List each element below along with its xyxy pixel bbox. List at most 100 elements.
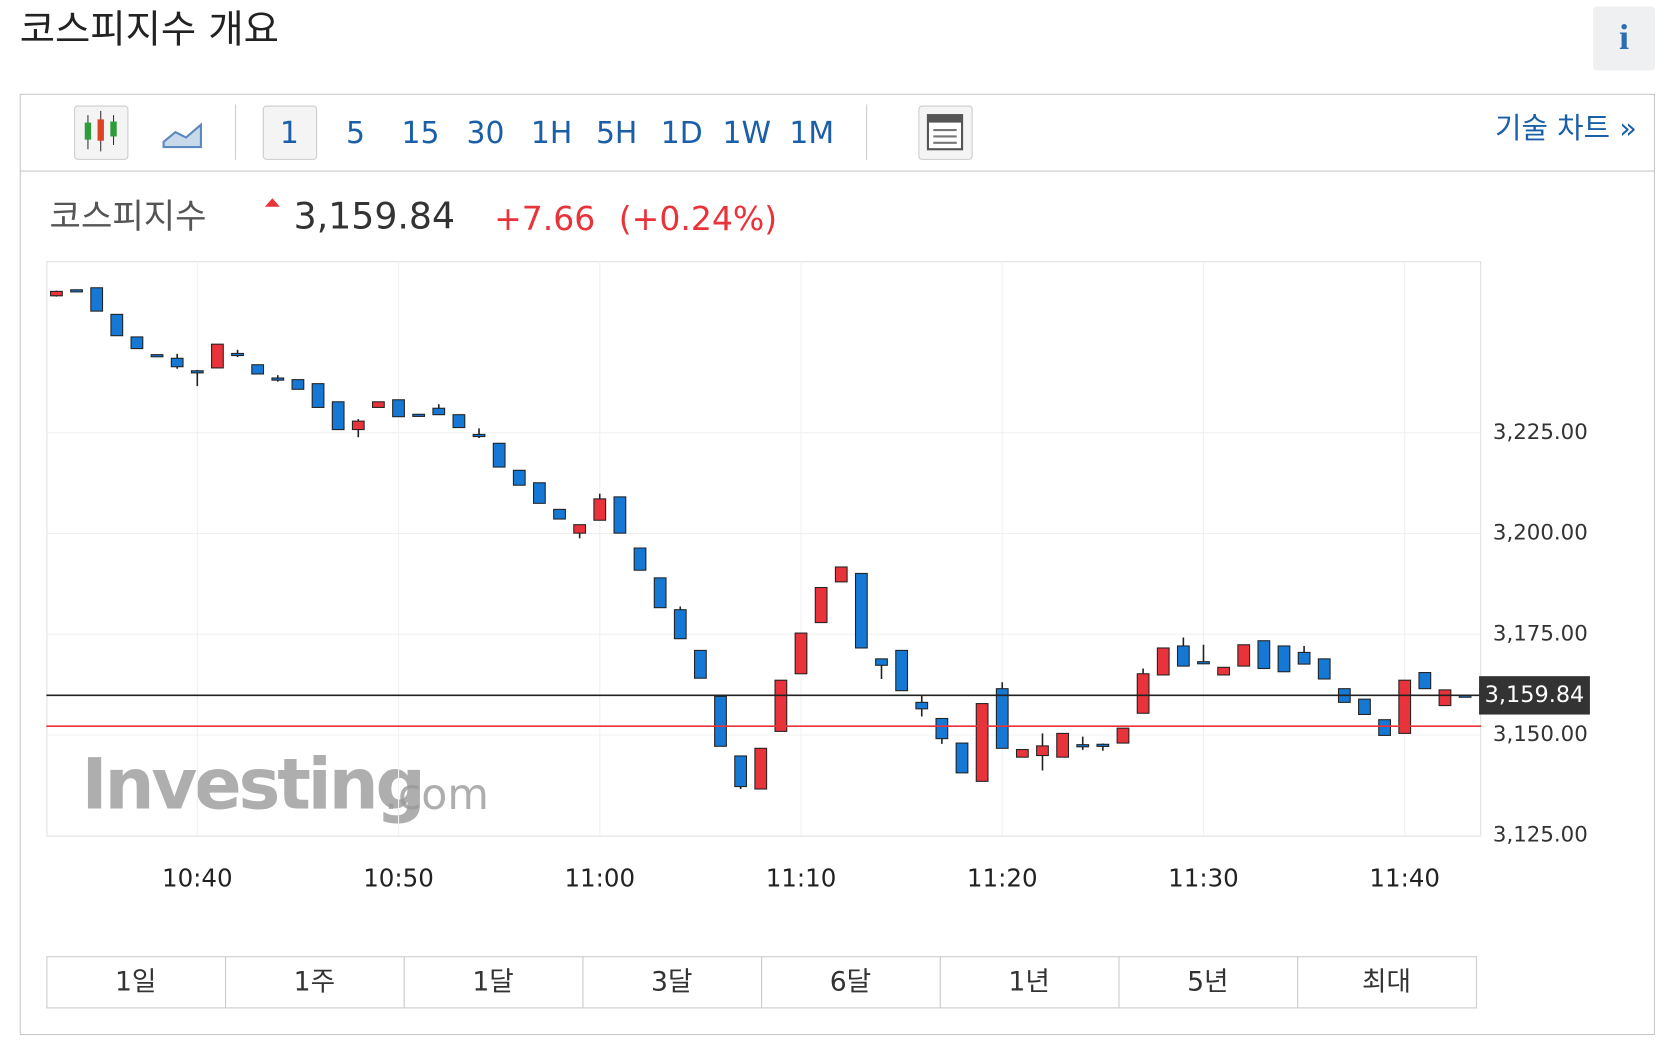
- icon-part: [97, 119, 104, 141]
- candle-body: [1116, 727, 1130, 744]
- candle-body: [1056, 732, 1070, 758]
- candle-body: [70, 289, 83, 293]
- interval-button[interactable]: 1M: [789, 116, 834, 151]
- y-tick-label: 3,175.00: [1493, 621, 1588, 646]
- range-button[interactable]: [403, 956, 584, 1009]
- info-icon[interactable]: i: [1619, 17, 1629, 57]
- candle-body: [1036, 745, 1049, 757]
- range-button[interactable]: [761, 956, 941, 1009]
- interval-active-frame[interactable]: [262, 105, 318, 160]
- range-button[interactable]: [939, 956, 1120, 1009]
- candle-body: [955, 742, 969, 774]
- candle-body: [794, 632, 808, 675]
- range-label[interactable]: 1일: [115, 966, 156, 997]
- interval-button[interactable]: 1D: [661, 116, 703, 151]
- candle-body: [714, 695, 727, 747]
- candle-body: [351, 420, 365, 431]
- candle-body: [1358, 698, 1371, 715]
- candle-body: [432, 407, 446, 416]
- icon-part: [927, 115, 963, 123]
- candle-body: [895, 649, 909, 692]
- candle-body: [1418, 672, 1432, 690]
- watermark-brand: Investing: [82, 743, 423, 825]
- x-tick-label: 11:00: [564, 863, 635, 892]
- candle-body: [553, 508, 566, 520]
- quote-change: +7.66: [494, 199, 595, 238]
- candle-body: [1096, 743, 1110, 747]
- candle-body: [1398, 679, 1412, 734]
- interval-button[interactable]: 1H: [531, 116, 572, 151]
- candle-body: [975, 703, 989, 782]
- range-label[interactable]: 1년: [1008, 966, 1049, 997]
- candle-body: [834, 566, 848, 583]
- candle-body: [1156, 647, 1170, 676]
- interval-button[interactable]: 15: [402, 116, 440, 151]
- candle-body: [492, 442, 506, 468]
- candle-body: [130, 336, 144, 350]
- candle-icon-button[interactable]: [74, 105, 129, 160]
- candle-body: [291, 379, 305, 390]
- interval-button[interactable]: 1: [280, 116, 299, 151]
- quote-price: 3,159.84: [294, 195, 455, 238]
- interval-button[interactable]: 30: [467, 116, 505, 151]
- candle-body: [1257, 640, 1271, 670]
- watermark-domain: .com: [384, 770, 489, 820]
- candle-body: [1438, 689, 1452, 707]
- x-tick-label: 11:40: [1369, 863, 1440, 892]
- candle-body: [854, 572, 868, 649]
- candle-body: [1176, 645, 1190, 667]
- x-tick-label: 11:30: [1168, 863, 1239, 892]
- interval-button[interactable]: 1W: [722, 116, 770, 151]
- range-label[interactable]: 1주: [294, 966, 335, 997]
- candle-body: [1237, 644, 1251, 667]
- range-label[interactable]: 최대: [1362, 966, 1411, 997]
- candle-body: [190, 370, 204, 374]
- candle-body: [311, 383, 325, 408]
- icon-part: [84, 122, 92, 140]
- interval-button[interactable]: 5H: [596, 116, 637, 151]
- candle-body: [754, 747, 768, 790]
- candle-body: [50, 290, 63, 297]
- x-tick-label: 10:50: [363, 863, 434, 892]
- candle-body: [653, 577, 667, 609]
- candle-body: [110, 313, 124, 337]
- range-button[interactable]: [1118, 956, 1299, 1009]
- last-price-label: 3,159.84: [1485, 682, 1585, 708]
- candle-body: [1297, 651, 1311, 665]
- tech-chart-link[interactable]: 기술 차트 »: [1495, 111, 1637, 145]
- candle-body: [472, 433, 486, 438]
- candle-body: [271, 377, 285, 381]
- candle-body: [693, 649, 707, 679]
- y-tick-label: 3,200.00: [1493, 521, 1588, 546]
- candle-body: [1277, 645, 1291, 673]
- range-label[interactable]: 6달: [830, 966, 871, 997]
- candle-body: [170, 357, 184, 368]
- icon-part: [110, 121, 117, 137]
- table-icon-button[interactable]: [918, 105, 973, 160]
- candle-body: [1217, 666, 1230, 676]
- range-label[interactable]: 3달: [651, 966, 692, 997]
- y-tick-label: 3,150.00: [1493, 722, 1588, 747]
- range-button[interactable]: [46, 956, 227, 1009]
- candle-body: [533, 482, 546, 504]
- candle-body: [1317, 658, 1331, 680]
- candle-body: [412, 413, 426, 417]
- line-icon-button[interactable]: [162, 122, 202, 149]
- up-arrow: [264, 198, 280, 207]
- interval-button[interactable]: 5: [346, 116, 365, 151]
- range-button[interactable]: [1297, 956, 1477, 1009]
- range-label[interactable]: 1달: [472, 966, 513, 997]
- range-button[interactable]: [582, 956, 763, 1009]
- plot: 3,125.00 3,150.00 3,175.00 3,200.00 3,225.00…: [46, 261, 1590, 892]
- candle-body: [593, 498, 607, 521]
- candle-body: [1136, 673, 1150, 714]
- candle-body: [392, 399, 405, 418]
- quote-name: 코스피지수: [50, 197, 207, 237]
- info-button[interactable]: [1593, 6, 1655, 71]
- range-label[interactable]: 5년: [1187, 966, 1228, 997]
- candle-body: [512, 469, 526, 486]
- candle-body: [372, 401, 385, 408]
- x-tick-label: 11:10: [766, 863, 837, 892]
